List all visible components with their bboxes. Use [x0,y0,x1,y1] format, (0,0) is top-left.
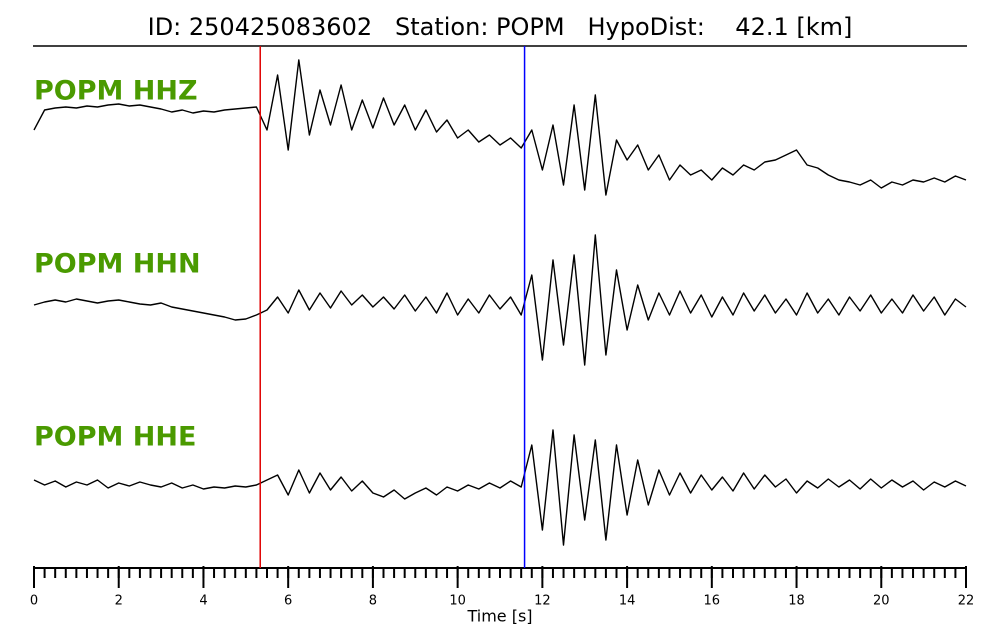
channel-label: POPM HHE [34,422,196,453]
channel-label: POPM HHZ [34,76,198,107]
waveform [33,234,967,366]
x-tick-label: 8 [369,594,377,609]
waveform [33,59,967,196]
x-tick-label: 20 [873,594,890,609]
x-tick-label: 0 [30,594,38,609]
x-tick-label: 18 [788,594,805,609]
x-tick-label: 14 [619,594,636,609]
x-tick-label: 6 [284,594,292,609]
channel-label: POPM HHN [34,249,201,280]
x-tick-label: 2 [115,594,123,609]
x-tick-label: 4 [199,594,207,609]
chart-title: ID: 250425083602 Station: POPM HypoDist:… [148,13,853,41]
x-axis-label: Time [s] [466,607,532,626]
x-tick-label: 22 [958,594,975,609]
x-tick-label: 12 [534,594,551,609]
x-tick-label: 10 [449,594,466,609]
x-tick-label: 16 [704,594,721,609]
waveform [33,429,967,546]
